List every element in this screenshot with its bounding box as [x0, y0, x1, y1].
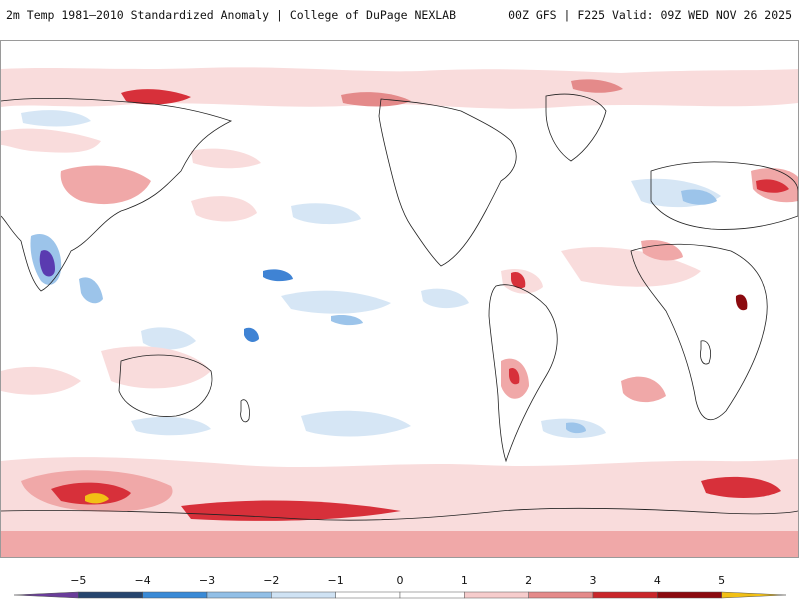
legend-tick-label: 4	[654, 574, 661, 587]
africa-coastline	[630, 243, 768, 421]
indonesia-cool	[141, 327, 196, 350]
alaska-warm-spot	[341, 92, 411, 107]
map-title: 2m Temp 1981–2010 Standardized Anomaly |…	[6, 8, 457, 22]
color-legend: −5 −4 −3 −2 −1 0 1 2 3 4 5	[0, 566, 800, 600]
legend-color-segment	[657, 591, 722, 599]
antarctic-strong-warm-west	[51, 482, 131, 505]
indian-ocean-warm	[1, 366, 81, 395]
arctic-warm-region	[1, 67, 798, 109]
header: 2m Temp 1981–2010 Standardized Anomaly |…	[0, 0, 800, 38]
anomaly-map	[0, 40, 799, 558]
legend-tick-label: 1	[461, 574, 468, 587]
antarctica-coastline	[1, 507, 798, 521]
legend-color-segment	[335, 591, 401, 599]
venezuela-warm	[511, 271, 526, 289]
argentina-strong-warm	[509, 367, 520, 385]
legend-tick-label: −4	[135, 574, 151, 587]
europe-coastline	[650, 161, 798, 230]
antarctic-edge-warm	[1, 531, 798, 557]
north-america-coastline	[378, 98, 517, 267]
australia-coastline	[118, 354, 213, 417]
south-atlantic-warm	[621, 376, 666, 403]
china-warm	[60, 165, 151, 205]
atlantic-warm	[561, 247, 701, 287]
west-pacific-warm	[191, 196, 257, 222]
legend-color-segment	[464, 591, 529, 599]
east-africa-extreme-warm	[735, 294, 748, 311]
pacific-cool-spot-north	[263, 269, 293, 282]
indochina-cool	[79, 277, 103, 304]
east-pacific-cool	[421, 288, 469, 309]
south-pacific-cool	[301, 410, 411, 437]
legend-color-segment	[399, 591, 465, 599]
madagascar-coastline	[700, 340, 711, 365]
europe-cool-core	[681, 189, 717, 205]
legend-color-segment	[271, 591, 336, 599]
central-asia-warm	[1, 128, 101, 153]
legend-color-segment	[13, 591, 79, 599]
siberia-warm-spot	[121, 89, 191, 105]
legend-tick-label: −3	[199, 574, 215, 587]
legend-colorbar: −5 −4 −3 −2 −1 0 1 2 3 4 5	[13, 574, 787, 599]
west-africa-warm	[641, 239, 683, 261]
legend-tick-label: −2	[263, 574, 279, 587]
central-pacific-cool	[281, 290, 391, 314]
legend-tick-label: 5	[718, 574, 725, 587]
legend-color-segment	[721, 591, 787, 599]
greenland-warm-spot	[571, 79, 623, 93]
greenland-coastline	[545, 93, 607, 162]
legend-tick-label: −5	[70, 574, 86, 587]
coastlines	[1, 93, 798, 521]
south-atlantic-cool-core	[566, 422, 586, 434]
legend-tick-label: 0	[397, 574, 404, 587]
south-america-coastline	[488, 284, 558, 463]
run-info: 00Z GFS | F225 Valid: 09Z WED NOV 26 202…	[508, 8, 792, 22]
australia-warm	[101, 346, 211, 389]
hawaii-cool	[291, 203, 361, 225]
india-extreme-cool	[39, 250, 55, 277]
north-pacific-warm	[191, 148, 261, 169]
east-europe-strong-warm	[756, 179, 789, 193]
new-zealand-coastline	[240, 399, 250, 423]
legend-color-segment	[78, 591, 143, 599]
map-canvas	[1, 41, 798, 557]
tasman-cool	[131, 416, 211, 436]
legend-tick-label: −1	[328, 574, 344, 587]
antarctic-extreme-warm-spot	[85, 493, 109, 504]
legend-tick-label: 2	[525, 574, 532, 587]
pacific-cool-spot-west	[244, 327, 259, 342]
legend-color-segment	[592, 591, 658, 599]
legend-tick-label: 3	[590, 574, 597, 587]
legend-color-segment	[142, 591, 208, 599]
siberia-cool	[21, 110, 91, 127]
antarctic-strong-warm-east	[701, 476, 781, 498]
central-pacific-cool-core	[331, 314, 363, 326]
legend-color-segment	[206, 591, 272, 599]
legend-color-segment	[528, 591, 594, 599]
asia-coastline	[1, 98, 233, 292]
